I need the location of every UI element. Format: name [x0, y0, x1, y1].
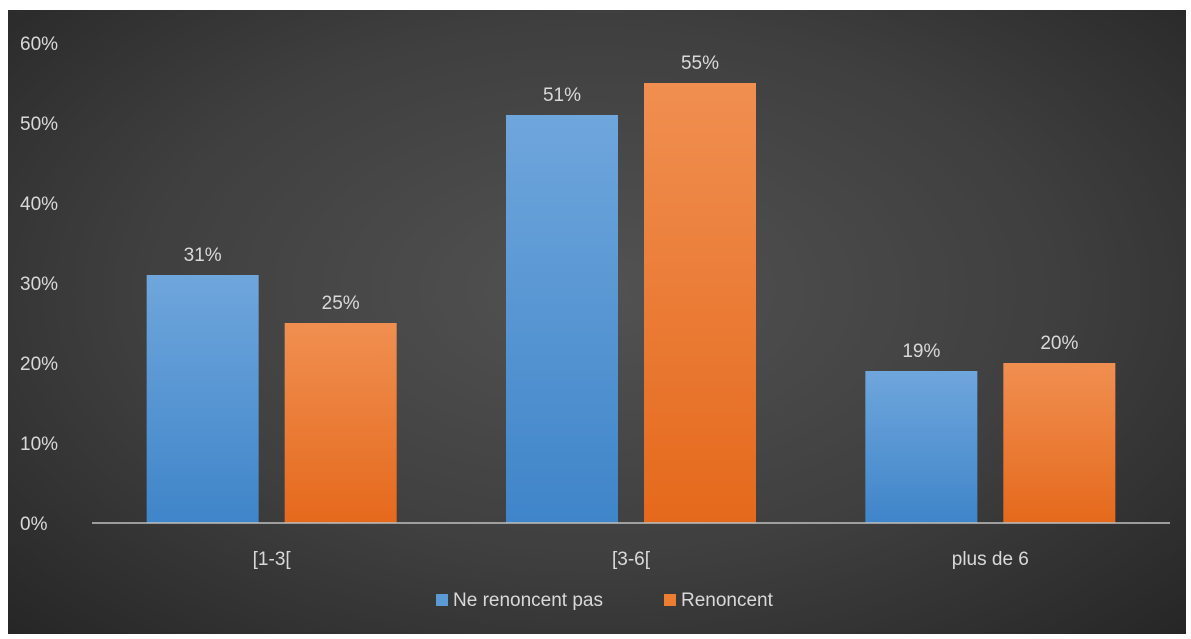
bar-renoncent-0	[285, 323, 397, 523]
data-label: 20%	[1040, 333, 1078, 354]
data-label: 25%	[322, 293, 360, 314]
x-tick-label: plus de 6	[952, 549, 1029, 570]
data-labels: 31% 25% 51% 55% 19% 20%	[184, 53, 1079, 362]
legend-swatch-renoncent	[664, 594, 676, 606]
x-tick-label: [1-3[	[253, 549, 292, 570]
legend-swatch-ne-renoncent-pas	[436, 594, 448, 606]
bars-group	[147, 83, 1116, 523]
legend: Ne renoncent pas Renoncent	[436, 590, 774, 611]
data-label: 31%	[184, 245, 222, 266]
y-axis: 0% 10% 20% 30% 40% 50% 60%	[20, 34, 58, 535]
x-tick-label: [3-6[	[612, 549, 651, 570]
y-tick-label: 30%	[20, 274, 58, 295]
y-tick-label: 50%	[20, 114, 58, 135]
y-tick-label: 40%	[20, 194, 58, 215]
bar-ne-renoncent-pas-0	[147, 275, 259, 523]
bar-renoncent-1	[644, 83, 756, 523]
data-label: 51%	[543, 85, 581, 106]
y-tick-label: 60%	[20, 34, 58, 55]
y-tick-label: 0%	[20, 514, 48, 535]
y-tick-label: 20%	[20, 354, 58, 375]
bar-renoncent-2	[1003, 363, 1115, 523]
data-label: 19%	[902, 341, 940, 362]
y-tick-label: 10%	[20, 434, 58, 455]
x-axis: [1-3[ [3-6[ plus de 6	[253, 549, 1029, 570]
data-label: 55%	[681, 53, 719, 74]
bar-ne-renoncent-pas-2	[865, 371, 977, 523]
bar-ne-renoncent-pas-1	[506, 115, 618, 523]
legend-label-ne-renoncent-pas: Ne renoncent pas	[453, 590, 603, 611]
legend-label-renoncent: Renoncent	[681, 590, 774, 611]
